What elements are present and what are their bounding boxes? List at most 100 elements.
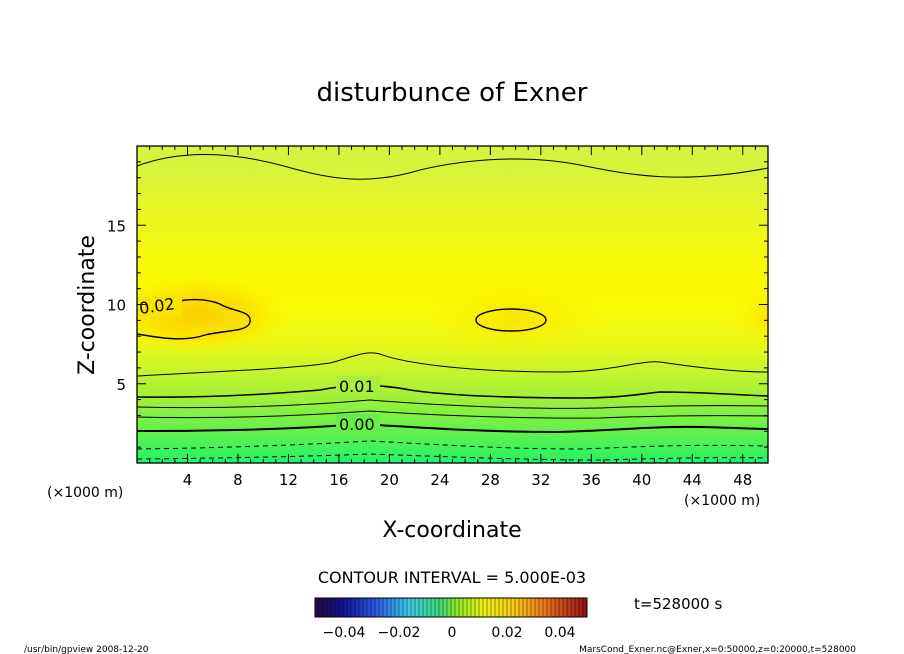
colorbar-cell (527, 598, 532, 617)
colorbar-cell (375, 598, 380, 617)
colorbar-cell (447, 598, 452, 617)
contour-line-negative (137, 440, 768, 450)
colorbar-cell (363, 598, 368, 617)
x-tick-label: 36 (582, 471, 601, 489)
x-tick-label: 28 (481, 471, 500, 489)
colorbar-cell (431, 598, 436, 617)
colorbar-cell (563, 598, 568, 617)
colorbar-cell (391, 598, 396, 617)
colorbar-cell (495, 598, 500, 617)
colorbar-cell (455, 598, 460, 617)
colorbar-cell (351, 598, 356, 617)
max-region-left (137, 275, 290, 355)
contour-line (137, 154, 768, 180)
x-tick-label: 8 (233, 471, 243, 489)
colorbar-cell (367, 598, 372, 617)
colorbar-cell (407, 598, 412, 617)
colorbar-cell (331, 598, 336, 617)
contour-line-0.01 (137, 384, 768, 399)
colorbar-cell (383, 598, 388, 617)
contour-line (137, 352, 768, 377)
colorbar-cell (523, 598, 528, 617)
colorbar-cell (343, 598, 348, 617)
colorbar-cell (483, 598, 488, 617)
colorbar-tick-label: −0.02 (378, 625, 421, 641)
colorbar-cell (359, 598, 364, 617)
x-axis-ticks: 4 8 12 16 20 24 28 32 36 40 44 48 (149, 146, 756, 489)
colorbar-cell (423, 598, 428, 617)
colorbar (314, 598, 588, 617)
colorbar-cell (511, 598, 516, 617)
colorbar-cell (335, 598, 340, 617)
colorbar-cell (371, 598, 376, 617)
contour-line (137, 410, 768, 419)
colorbar-cell (467, 598, 472, 617)
colorbar-cell (399, 598, 404, 617)
colorbar-cell (319, 598, 324, 617)
colorbar-cell (403, 598, 408, 617)
colorbar-cell (327, 598, 332, 617)
x-axis-label: X-coordinate (382, 518, 521, 543)
colorbar-cell (503, 598, 508, 617)
colorbar-cell (463, 598, 468, 617)
colorbar-cell (519, 598, 524, 617)
colorbar-cell (487, 598, 492, 617)
colorbar-cell (515, 598, 520, 617)
colorbar-cell (387, 598, 392, 617)
colorbar-frame (314, 597, 588, 618)
colorbar-cell (567, 598, 572, 617)
colorbar-cell (355, 598, 360, 617)
contour-label-bg (336, 376, 380, 394)
colorbar-cell (583, 598, 588, 617)
contour-line-negative (137, 453, 768, 461)
colorbar-cell (339, 598, 344, 617)
colorbar-cell (543, 598, 548, 617)
max-region-right (730, 283, 768, 353)
colorbar-cell (379, 598, 384, 617)
colorbar-cell (539, 598, 544, 617)
footer-left: /usr/bin/gpview 2008-12-20 (24, 645, 149, 654)
colorbar-cell (459, 598, 464, 617)
y-tick-label: 15 (107, 217, 126, 235)
colorbar-tick-label: 0.02 (491, 625, 522, 641)
plot-area (137, 146, 768, 463)
y-tick-label: 10 (107, 297, 126, 315)
chart-title: disturbunce of Exner (317, 78, 588, 108)
x-axis-unit-left: (×1000 m) (47, 485, 123, 501)
contour-line-0.00 (137, 422, 768, 434)
colorbar-cell (315, 598, 320, 617)
contour-label-bg (137, 296, 182, 316)
x-tick-label: 12 (279, 471, 298, 489)
x-tick-label: 32 (531, 471, 550, 489)
colorbar-cell (491, 598, 496, 617)
colorbar-cell (395, 598, 400, 617)
colorbar-cell (579, 598, 584, 617)
colorbar-tick-labels: −0.04 −0.02 0 0.02 0.04 (323, 625, 576, 641)
x-axis-unit-right: (×1000 m) (684, 493, 760, 509)
x-tick-label: 24 (430, 471, 449, 489)
colorbar-cell (531, 598, 536, 617)
colorbar-cell (507, 598, 512, 617)
colorbar-cell (411, 598, 416, 617)
x-tick-label: 44 (683, 471, 702, 489)
x-tick-label: 40 (632, 471, 651, 489)
x-tick-label: 16 (329, 471, 348, 489)
footer-right: MarsCond_Exner.nc@Exner,x=0:50000,z=0:20… (579, 645, 856, 654)
colorbar-cell (547, 598, 552, 617)
colorbar-cell (435, 598, 440, 617)
colorbar-cell (551, 598, 556, 617)
colorbar-cell (575, 598, 580, 617)
colorbar-tick-label: 0.04 (544, 625, 575, 641)
contour-label: 0.02 (138, 294, 176, 318)
colorbar-cell (479, 598, 484, 617)
contour-label-bg (336, 414, 380, 432)
contour-label: 0.00 (339, 415, 375, 434)
colorbar-cell (555, 598, 560, 617)
colorbar-cell (323, 598, 328, 617)
x-tick-label: 20 (380, 471, 399, 489)
colorbar-tick-label: −0.04 (323, 625, 366, 641)
colorbar-cell (535, 598, 540, 617)
time-label: t=528000 s (634, 595, 722, 613)
contour-line-0.02-center (475, 308, 547, 332)
